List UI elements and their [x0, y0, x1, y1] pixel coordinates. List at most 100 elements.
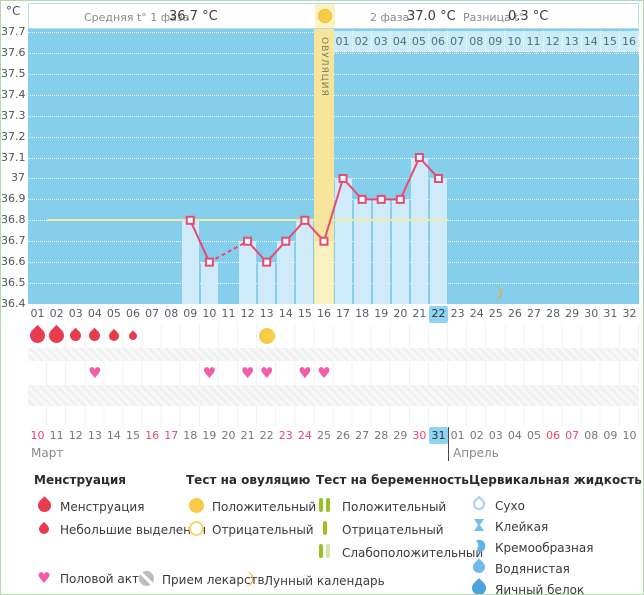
- date-cell[interactable]: 07: [565, 429, 580, 442]
- temperature-bar[interactable]: [372, 199, 390, 304]
- intercourse-heart-icon: ♥: [240, 363, 255, 382]
- date-cell[interactable]: 29: [393, 429, 408, 442]
- date-cell[interactable]: 14: [106, 429, 121, 442]
- date-cell[interactable]: 16: [145, 429, 160, 442]
- date-cell[interactable]: 23: [278, 429, 293, 442]
- cycle-day-cell[interactable]: 21: [412, 307, 427, 320]
- temperature-bar[interactable]: [353, 199, 371, 304]
- date-cell[interactable]: 03: [488, 429, 503, 442]
- cycle-day-cell[interactable]: 05: [106, 307, 121, 320]
- date-cell[interactable]: 15: [126, 429, 141, 442]
- menstruation-drop-icon[interactable]: [66, 323, 85, 348]
- intercourse-cell[interactable]: ♥: [85, 361, 104, 385]
- date-cell[interactable]: 26: [336, 429, 351, 442]
- cycle-day-cell[interactable]: 24: [469, 307, 484, 320]
- temperature-bar[interactable]: [296, 220, 314, 304]
- temperature-bar[interactable]: [334, 178, 352, 304]
- cycle-day-cell[interactable]: 28: [546, 307, 561, 320]
- date-cell[interactable]: 13: [87, 429, 102, 442]
- date-cell[interactable]: 10: [622, 429, 637, 442]
- temperature-plot[interactable]: ОВУЛЯЦИЯ 01 02 03 04 05 06 07 08 09 10 11 12 13 14 15 16: [28, 29, 639, 304]
- intercourse-cell[interactable]: ♥: [238, 361, 257, 385]
- temperature-bar[interactable]: [429, 178, 448, 304]
- cycle-day-cell[interactable]: 20: [393, 307, 408, 320]
- cycle-day-cell[interactable]: 32: [622, 307, 637, 320]
- cycle-day-cell[interactable]: 11: [221, 307, 236, 320]
- legend-item-label: Положительный: [212, 499, 317, 514]
- temperature-bar[interactable]: [277, 241, 295, 304]
- date-cell[interactable]: 01: [450, 429, 465, 442]
- date-cell[interactable]: 02: [469, 429, 484, 442]
- cycle-day-cell[interactable]: 29: [565, 307, 580, 320]
- date-cell[interactable]: 18: [183, 429, 198, 442]
- y-tick-label: 36.4: [1, 297, 26, 310]
- temperature-bar[interactable]: [391, 199, 409, 304]
- date-cell[interactable]: 05: [526, 429, 541, 442]
- date-cell[interactable]: 25: [316, 429, 331, 442]
- menstruation-drop-icon[interactable]: [123, 323, 142, 348]
- date-cell[interactable]: 20: [221, 429, 236, 442]
- cycle-day-cell[interactable]: 10: [202, 307, 217, 320]
- date-cell[interactable]: 21: [240, 429, 255, 442]
- cycle-day-cell[interactable]: 01: [30, 307, 45, 320]
- cycle-day-cell[interactable]: 22: [428, 306, 449, 323]
- temperature-bar[interactable]: [200, 262, 218, 304]
- legend-extra-item: ♥ Половой акт: [34, 571, 139, 586]
- intercourse-cell[interactable]: ♥: [200, 361, 219, 385]
- date-cell[interactable]: 04: [507, 429, 522, 442]
- event-icon-grid[interactable]: ♥ ♥ ♥ ♥ ♥ ♥: [26, 323, 639, 427]
- date-cell[interactable]: 09: [603, 429, 618, 442]
- date-cell[interactable]: 27: [355, 429, 370, 442]
- date-cell[interactable]: 08: [584, 429, 599, 442]
- ovulation-test-cell[interactable]: [257, 323, 276, 348]
- cycle-day-cell[interactable]: 12: [240, 307, 255, 320]
- cycle-day-cell[interactable]: 09: [183, 307, 198, 320]
- date-cell[interactable]: 24: [297, 429, 312, 442]
- date-cell[interactable]: 31: [428, 427, 449, 444]
- date-cell[interactable]: 17: [164, 429, 179, 442]
- cycle-day-cell[interactable]: 14: [278, 307, 293, 320]
- temperature-bar[interactable]: [315, 241, 333, 304]
- cycle-day-cell[interactable]: 26: [507, 307, 522, 320]
- cycle-day-cell[interactable]: 06: [126, 307, 141, 320]
- menstruation-drop-icon[interactable]: [26, 323, 49, 348]
- date-cell[interactable]: 30: [412, 429, 427, 442]
- cycle-day-cell[interactable]: 13: [259, 307, 274, 320]
- cycle-day-cell[interactable]: 17: [336, 307, 351, 320]
- cycle-day-cell[interactable]: 07: [145, 307, 160, 320]
- cycle-day-cell[interactable]: 16: [316, 307, 331, 320]
- intercourse-cell[interactable]: ♥: [314, 361, 333, 385]
- gridline: [28, 262, 639, 264]
- date-cell[interactable]: 06: [546, 429, 561, 442]
- drop-icon: [106, 328, 121, 343]
- date-cell[interactable]: 11: [49, 429, 64, 442]
- cycle-day-cell[interactable]: 15: [297, 307, 312, 320]
- cycle-day-cell[interactable]: 27: [526, 307, 541, 320]
- date-cell[interactable]: 12: [68, 429, 83, 442]
- phase2-day-cell: 14: [581, 31, 601, 52]
- cycle-day-cell[interactable]: 25: [488, 307, 503, 320]
- cycle-day-cell[interactable]: 30: [584, 307, 599, 320]
- cycle-day-cell[interactable]: 04: [87, 307, 102, 320]
- date-cell[interactable]: 22: [259, 429, 274, 442]
- cycle-day-cell[interactable]: 02: [49, 307, 64, 320]
- cycle-day-cell[interactable]: 03: [68, 307, 83, 320]
- legend-extra-item: Лунный календарь: [238, 571, 385, 590]
- intercourse-cell[interactable]: ♥: [257, 361, 276, 385]
- temperature-bar[interactable]: [181, 220, 199, 304]
- cycle-day-cell[interactable]: 18: [355, 307, 370, 320]
- menstruation-drop-icon[interactable]: [46, 323, 68, 348]
- temperature-bar[interactable]: [258, 262, 276, 304]
- menstruation-drop-icon[interactable]: [85, 323, 104, 348]
- cycle-day-cell[interactable]: 08: [164, 307, 179, 320]
- date-cell[interactable]: 10: [30, 429, 45, 442]
- menstruation-drop-icon[interactable]: [104, 323, 123, 348]
- date-cell[interactable]: 19: [202, 429, 217, 442]
- cycle-day-cell[interactable]: 19: [374, 307, 389, 320]
- date-cell[interactable]: 28: [374, 429, 389, 442]
- temperature-bar[interactable]: [410, 157, 428, 304]
- intercourse-cell[interactable]: ♥: [295, 361, 314, 385]
- cycle-day-cell[interactable]: 23: [450, 307, 465, 320]
- cycle-day-cell[interactable]: 31: [603, 307, 618, 320]
- temperature-bar[interactable]: [239, 241, 257, 304]
